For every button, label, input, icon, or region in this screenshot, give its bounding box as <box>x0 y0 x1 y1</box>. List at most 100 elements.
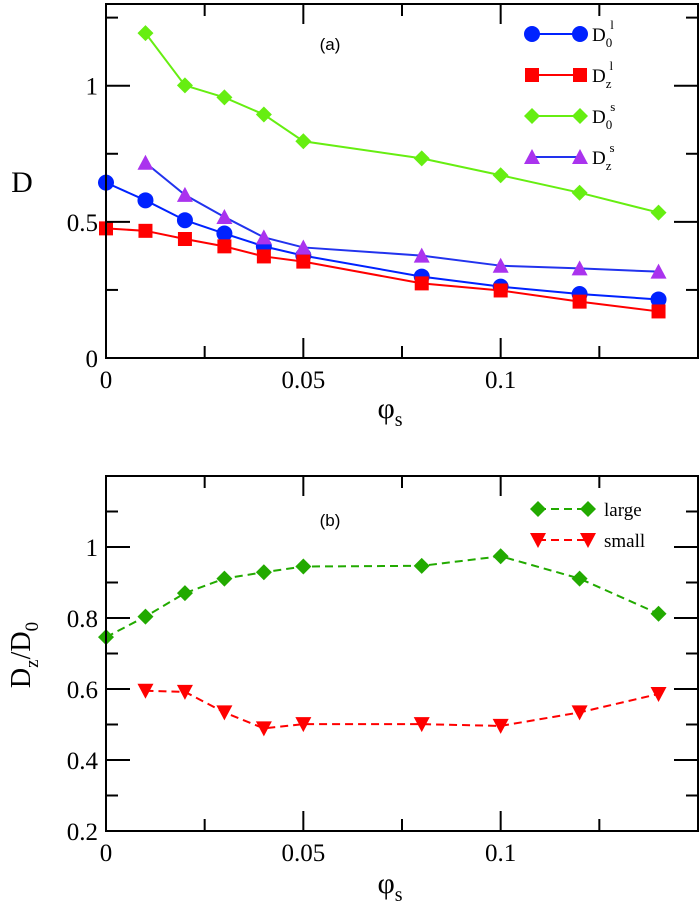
data-point-0-9 <box>650 291 667 308</box>
data-point-1-5 <box>413 717 430 733</box>
series-line-0 <box>105 555 659 639</box>
data-point-0-2 <box>176 212 193 229</box>
data-point-1-4 <box>256 249 271 264</box>
data-point-0-2 <box>176 585 193 602</box>
data-point-1-3 <box>255 721 272 737</box>
legend-marker-2 <box>572 108 588 124</box>
data-point-1-1 <box>176 684 193 700</box>
legend-label-3: Dzs <box>592 140 615 173</box>
plot-frame <box>105 475 699 832</box>
data-point-1-7 <box>493 283 508 298</box>
data-point-1-3 <box>217 239 232 254</box>
data-point-2-4 <box>295 133 312 150</box>
data-point-1-6 <box>492 718 509 734</box>
legend-marker-3 <box>524 149 540 164</box>
y-tick-label: 1 <box>86 535 99 562</box>
data-point-0-9 <box>650 605 667 622</box>
data-point-0-3 <box>216 225 233 242</box>
y-label-b-sub1: z <box>22 659 43 667</box>
x-axis-label-b-sub: s <box>395 884 403 906</box>
data-point-0-1 <box>137 192 154 209</box>
data-point-0-4 <box>255 564 272 581</box>
legend-marker-0 <box>580 501 596 517</box>
x-tick-label: 0.05 <box>281 840 325 867</box>
panel-a: (a) D φs 0 0.05 0.1 0 0.5 1 D0l Dzl D0s Dzs <box>11 3 699 431</box>
data-point-2-6 <box>492 167 509 184</box>
x-tick-label: 0.05 <box>281 367 325 394</box>
x-tick-label: 0 <box>100 840 113 867</box>
y-axis-label-b: Dz/D0 <box>6 622 43 688</box>
panel-b: (b) Dz/D0 φs 0 0.05 0.10.20.40.60.81larges… <box>6 475 699 906</box>
x-axis-label-a-sub: s <box>395 409 403 431</box>
data-point-3-1 <box>176 186 193 202</box>
y-tick-label: 0.4 <box>67 748 99 775</box>
x-axis-label-a: φs <box>377 392 402 431</box>
x-axis-label-b-main: φ <box>377 867 394 900</box>
data-point-1-8 <box>572 294 587 309</box>
legend-label-1: Dzl <box>592 58 614 91</box>
y-tick-label: 0.6 <box>67 677 98 704</box>
data-point-0-8 <box>571 570 588 587</box>
data-point-1-4 <box>295 717 312 733</box>
series-line-1 <box>145 689 659 730</box>
data-point-3-5 <box>413 247 430 263</box>
data-point-3-4 <box>295 239 312 255</box>
data-point-3-2 <box>216 208 233 224</box>
y-axis-label-a: D <box>11 166 33 199</box>
legend-marker-1 <box>573 68 587 82</box>
data-point-0-5 <box>295 558 312 575</box>
data-point-1-1 <box>138 223 153 238</box>
legend-marker-0 <box>530 501 546 517</box>
data-point-1-8 <box>650 686 667 702</box>
data-point-2-3 <box>255 106 272 123</box>
y-tick-label: 1 <box>86 74 99 101</box>
data-point-2-8 <box>650 204 667 221</box>
data-point-0-6 <box>413 557 430 574</box>
data-point-3-7 <box>571 260 588 276</box>
x-tick-label: 0 <box>100 367 113 394</box>
data-point-1-5 <box>296 254 311 269</box>
x-axis-label-a-main: φ <box>377 392 394 425</box>
x-tick-label: 0.1 <box>485 367 516 394</box>
data-point-2-1 <box>176 77 193 94</box>
legend-marker-1 <box>530 533 546 548</box>
y-tick-label: 0.8 <box>67 606 98 633</box>
x-tick-label: 0.1 <box>485 840 516 867</box>
series-line-1 <box>105 227 659 313</box>
data-point-3-3 <box>255 229 272 245</box>
legend-marker-3 <box>572 149 588 164</box>
data-point-2-0 <box>137 25 154 42</box>
data-point-2-7 <box>571 184 588 201</box>
data-point-0-7 <box>492 548 509 565</box>
legend-marker-1 <box>525 68 539 82</box>
data-point-1-2 <box>216 705 233 721</box>
data-point-0-1 <box>137 608 154 625</box>
data-point-1-9 <box>651 304 666 319</box>
legend-label-1: small <box>604 531 645 552</box>
panel-label-b: (b) <box>320 511 341 530</box>
series-line-2 <box>144 32 659 214</box>
data-point-2-2 <box>216 89 233 106</box>
legend-label-0: D0l <box>592 17 614 50</box>
series-line-0 <box>105 181 659 301</box>
y-label-b-sub2: 0 <box>22 622 43 632</box>
y-label-b-main: D <box>6 668 37 688</box>
legend-marker-0 <box>524 26 540 42</box>
y-tick-label: 0.2 <box>67 819 98 846</box>
data-point-3-0 <box>137 154 154 170</box>
data-point-1-0 <box>137 683 154 699</box>
legend-marker-2 <box>524 108 540 124</box>
legend-marker-0 <box>572 26 588 42</box>
data-point-1-2 <box>177 232 192 247</box>
data-point-1-6 <box>414 276 429 291</box>
legend-label-0: large <box>604 500 642 521</box>
data-point-1-7 <box>571 705 588 721</box>
data-point-3-8 <box>650 263 667 279</box>
y-label-b-mid: /D <box>6 631 37 659</box>
legend-label-2: D0s <box>592 99 615 132</box>
data-point-3-6 <box>492 257 509 273</box>
data-point-0-3 <box>216 570 233 587</box>
x-axis-label-b: φs <box>377 867 402 906</box>
panel-label-a: (a) <box>320 35 341 54</box>
